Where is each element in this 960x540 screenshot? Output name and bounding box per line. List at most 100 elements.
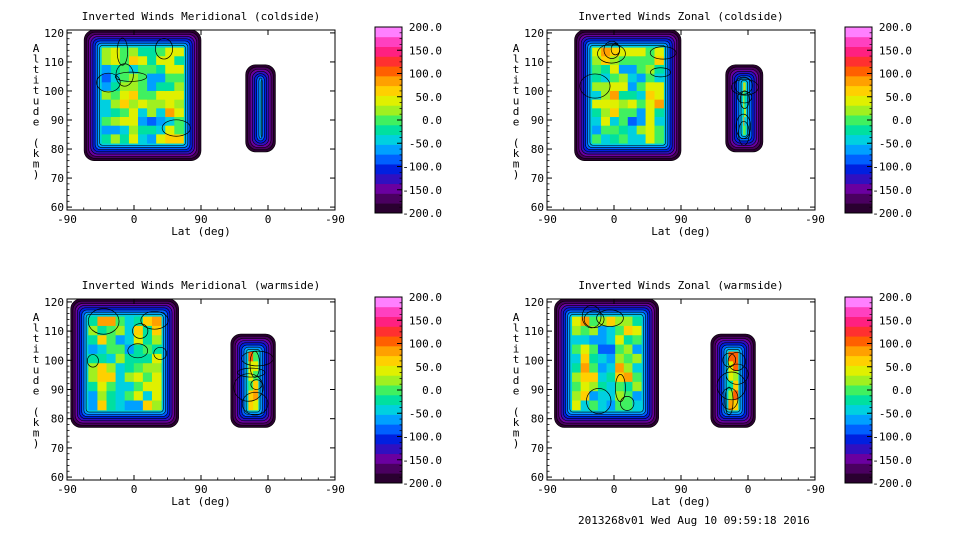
contour-line (241, 391, 269, 416)
contour-blob-left (83, 30, 202, 161)
contour-cell (156, 47, 166, 57)
contour-cell (606, 372, 616, 383)
contour-line (597, 43, 626, 64)
contour-cell (253, 400, 259, 411)
colorbar-swatch (845, 473, 872, 484)
contour-cell (743, 125, 745, 135)
contour-line (586, 388, 612, 415)
contour-cell (128, 56, 139, 66)
contour-cell (609, 125, 620, 135)
contour-cell (654, 73, 664, 83)
colorbar-swatch (845, 95, 872, 106)
colorbar-tick-label: 150.0 (879, 314, 912, 327)
contour-cell (106, 400, 117, 411)
contour-cell (133, 372, 144, 383)
colorbar-tick-label: 200.0 (879, 291, 912, 304)
contour-cell (128, 134, 139, 144)
contour-cell (138, 47, 148, 57)
contour-cell (115, 353, 126, 364)
x-axis-label: Lat (deg) (171, 225, 231, 238)
contour-cell (165, 90, 175, 101)
contour-field (83, 30, 276, 161)
contour-line (727, 352, 746, 371)
contour-cell (151, 325, 162, 336)
contour-cell (147, 117, 157, 127)
contour-cell (101, 47, 112, 57)
contour-cell (101, 82, 112, 92)
contour-cell (248, 390, 254, 401)
colorbar-swatch (375, 105, 402, 116)
colorbar-swatch (375, 85, 402, 96)
colorbar-tick-label: 0.0 (892, 384, 912, 397)
contour-cell (632, 344, 642, 355)
contour-cell (147, 56, 157, 66)
contour-cell (147, 47, 157, 57)
contour-cell (744, 99, 746, 109)
contour-line (127, 343, 149, 359)
contour-cell (133, 400, 144, 411)
contour-cell (174, 134, 184, 144)
contour-cell (128, 117, 139, 127)
contour-cell (627, 64, 638, 75)
contour-cell (592, 99, 602, 109)
contour-blob-right (230, 333, 276, 428)
colorbar-swatch (845, 463, 872, 474)
contour-cell (138, 73, 148, 83)
contour-cell (151, 381, 162, 392)
contour-line (87, 308, 120, 335)
y-tick-label: 90 (51, 114, 64, 127)
contour-cell (253, 361, 259, 372)
contour-cell (97, 344, 108, 355)
contour-cell (606, 344, 616, 355)
contour-cell (115, 344, 126, 355)
colorbar-swatch (845, 105, 872, 116)
y-tick-label: 90 (51, 384, 64, 397)
contour-cell (606, 316, 616, 327)
contour-cell (101, 64, 112, 75)
colorbar-tick-label: -150.0 (402, 454, 442, 467)
contour-cell (597, 353, 608, 364)
contour-cell (728, 400, 734, 411)
x-tick-label: -90 (325, 213, 345, 226)
contour-cell (609, 99, 620, 109)
colorbar-swatch (845, 173, 872, 185)
contour-cell (592, 47, 602, 57)
contour-line (116, 37, 128, 66)
colorbar-swatch (375, 424, 402, 435)
contour-cell (101, 125, 112, 135)
contour-cell (156, 117, 166, 127)
colorbar-swatch (845, 434, 872, 445)
contour-cell (165, 64, 175, 75)
contour-cell (728, 390, 734, 401)
contour-cell (654, 108, 664, 118)
contour-cell (654, 82, 664, 92)
contour-cell (636, 64, 647, 75)
colorbar-tick-label: -50.0 (879, 137, 912, 150)
contour-cell (618, 125, 629, 135)
colorbar-swatch (845, 115, 872, 126)
contour-cell (165, 117, 175, 127)
contour-line (716, 371, 747, 401)
contour-cell (654, 47, 664, 57)
contour-cell (609, 47, 620, 57)
contour-line (620, 396, 635, 411)
colorbar-swatch (375, 434, 402, 445)
colorbar-tick-label: 50.0 (416, 91, 443, 104)
contour-cell (615, 325, 625, 336)
colorbar-swatch (845, 134, 872, 145)
contour-cell (606, 381, 616, 392)
contour-cell (156, 99, 166, 109)
contour-cell (618, 117, 629, 127)
x-tick-label: 90 (674, 213, 687, 226)
contour-cell (654, 56, 664, 66)
contour-cell (142, 353, 153, 364)
colorbar-swatch (845, 306, 872, 317)
contour-cell (248, 400, 254, 411)
contour-cell (592, 90, 602, 101)
contour-cell (580, 372, 590, 383)
contour-cell (627, 134, 638, 144)
contour-cell (645, 117, 655, 127)
contour-cell (88, 381, 98, 392)
contour-cell (580, 363, 590, 374)
contour-cell (627, 99, 638, 109)
